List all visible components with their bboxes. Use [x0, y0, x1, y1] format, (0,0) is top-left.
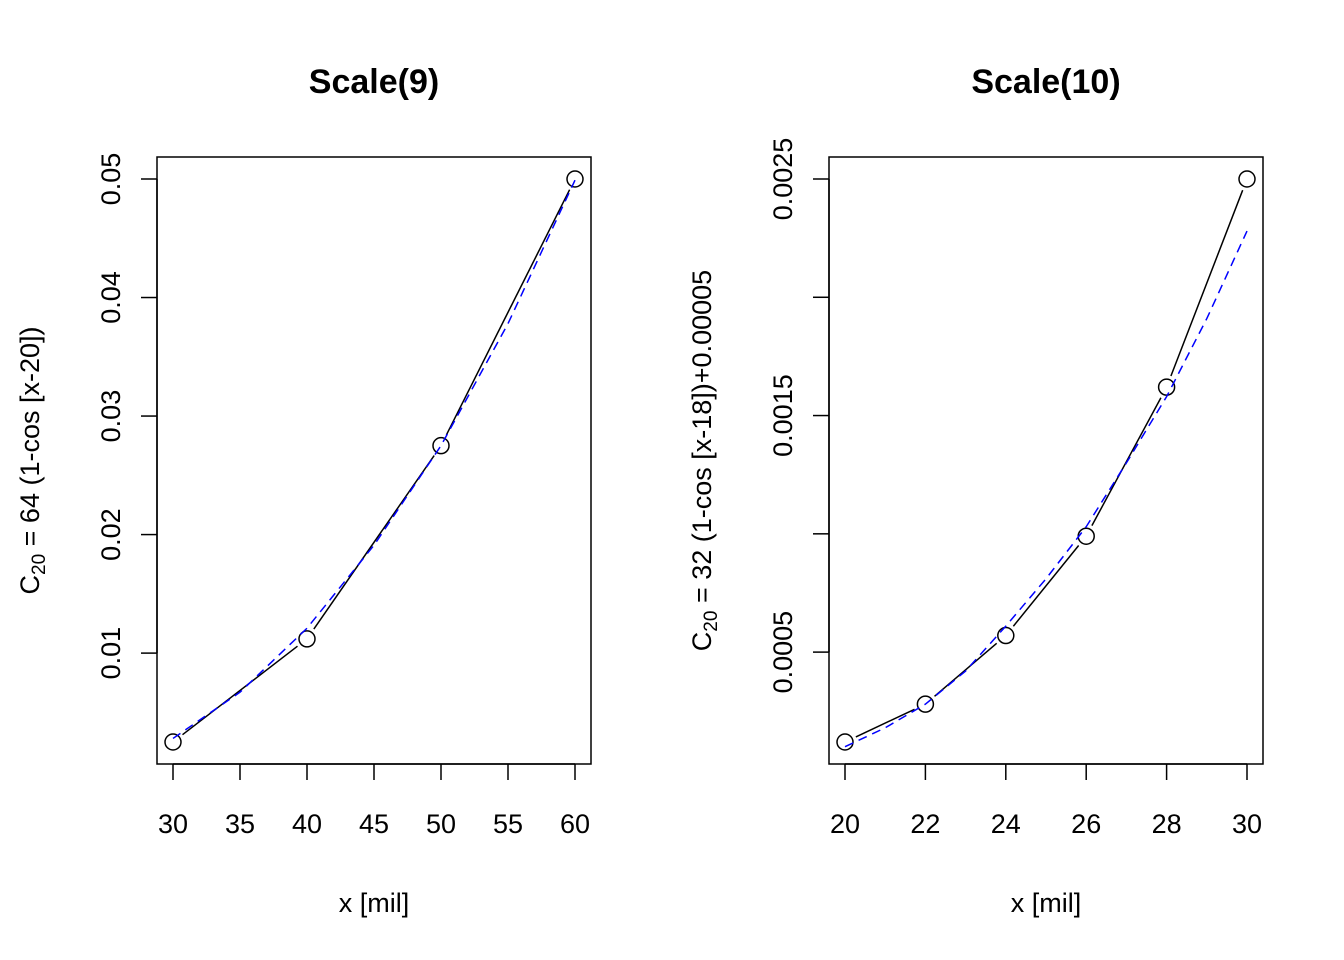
y-tick-label: 0.0015: [768, 374, 798, 457]
chart-title: Scale(10): [971, 63, 1120, 101]
data-line-segment: [855, 708, 915, 738]
data-point: [432, 436, 450, 455]
x-tick-label: 20: [830, 809, 860, 839]
data-line-segment: [445, 189, 571, 436]
y-axis-label: C20 = 64 (1-cos [x-20]): [15, 327, 50, 595]
x-tick-label: 26: [1071, 809, 1101, 839]
y-tick-label: 0.02: [96, 508, 126, 561]
chart-panel-scale-10: Scale(10) 20 22 24 26 28 30 x [mil] 0.0005 0.0015…: [687, 63, 1264, 918]
x-tick-label: 40: [292, 809, 322, 839]
x-tick-label: 50: [426, 809, 456, 839]
data-line-segment: [182, 645, 298, 736]
y-axis-label-text: = 32 (1-cos [x-18])+0.00005: [687, 270, 717, 611]
y-axis-label-subscript: 20: [29, 554, 50, 575]
y-tick-label: 0.05: [96, 153, 126, 206]
fit-line: [844, 230, 1248, 748]
data-line-segment: [934, 642, 998, 697]
x-tick-label: 24: [991, 809, 1021, 839]
x-axis: 30 35 40 45 50 55 60: [158, 763, 590, 839]
x-tick-label: 22: [910, 809, 940, 839]
data-point: [298, 630, 316, 648]
chart-title: Scale(9): [309, 63, 439, 101]
y-axis: 0.01 0.02 0.03 0.04 0.05: [96, 153, 158, 680]
x-tick-label: 30: [1232, 809, 1262, 839]
data-line-segment: [1170, 189, 1244, 377]
data-point: [566, 170, 584, 188]
y-axis-label-text: = 64 (1-cos [x-20]): [15, 327, 45, 554]
data-line-segment: [1012, 545, 1080, 627]
y-tick-label: 0.01: [96, 627, 126, 680]
x-tick-label: 45: [359, 809, 389, 839]
y-axis: 0.0005 0.0015 0.0025: [768, 138, 830, 694]
x-tick-label: 30: [158, 809, 188, 839]
data-point: [997, 626, 1015, 645]
data-point: [164, 733, 182, 751]
fit-line: [172, 179, 576, 740]
x-axis-label: x [mil]: [1011, 888, 1082, 918]
y-axis-label-symbol: C: [687, 632, 717, 652]
y-tick-label: 0.0025: [768, 138, 798, 221]
x-axis: 20 22 24 26 28 30: [830, 763, 1262, 839]
x-tick-label: 60: [560, 809, 590, 839]
x-axis-label: x [mil]: [339, 888, 410, 918]
y-tick-label: 0.04: [96, 271, 126, 324]
y-axis-label-symbol: C: [15, 575, 45, 595]
x-tick-label: 28: [1152, 809, 1182, 839]
y-axis-label: C20 = 32 (1-cos [x-18])+0.00005: [687, 270, 722, 651]
y-tick-label: 0.03: [96, 390, 126, 443]
x-tick-label: 55: [493, 809, 523, 839]
y-tick-label: 0.0005: [768, 611, 798, 694]
data-point: [836, 733, 854, 751]
data-point: [916, 695, 935, 713]
x-tick-label: 35: [225, 809, 255, 839]
y-axis-label-subscript: 20: [701, 611, 722, 632]
chart-panel-scale-9: Scale(9)30 35 40 45 50 55 60x [mil]0.010.020.0…: [15, 63, 592, 918]
data-point: [1238, 170, 1256, 188]
